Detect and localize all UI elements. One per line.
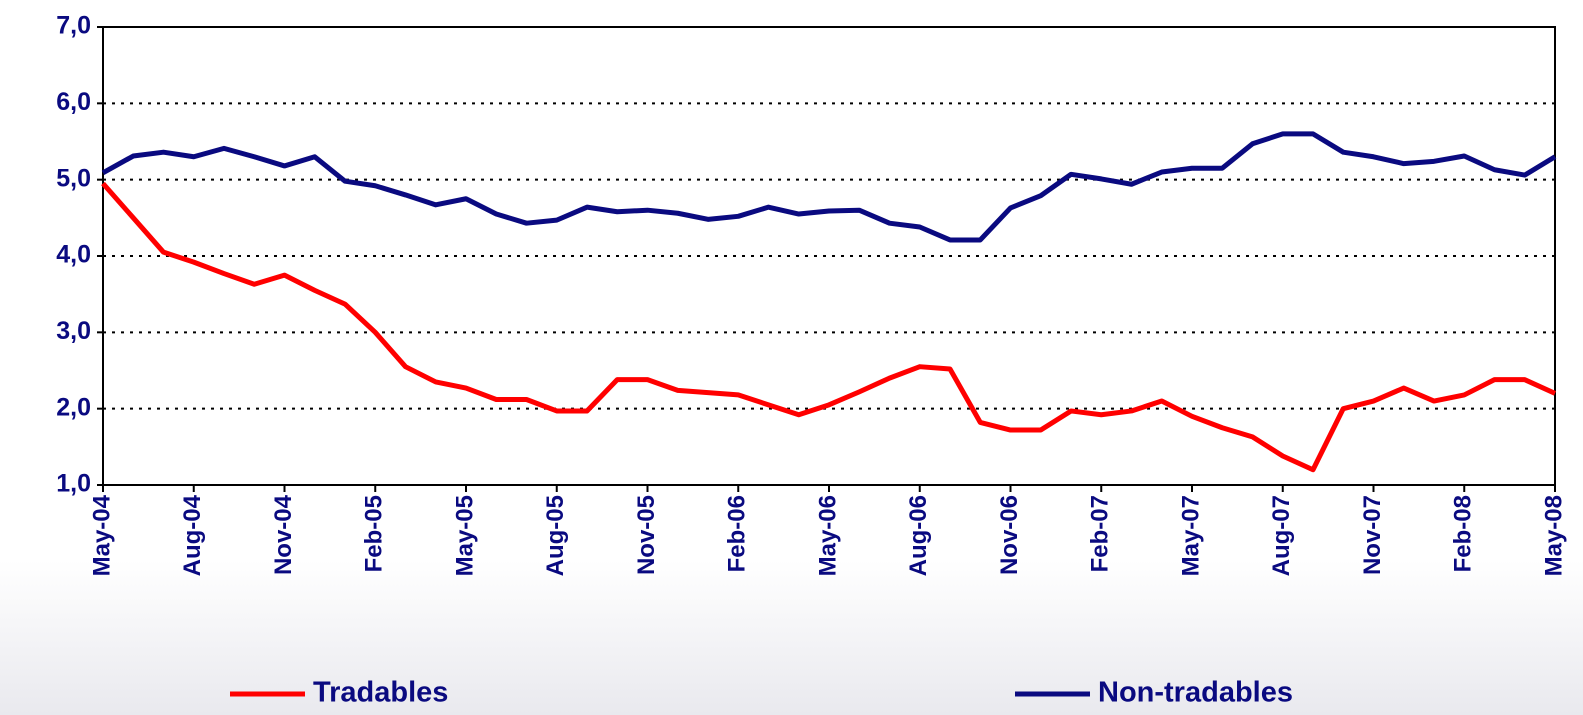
x-tick-label: May-08 — [1540, 495, 1567, 576]
background — [0, 560, 1583, 715]
x-tick-label: Aug-06 — [905, 495, 932, 576]
x-tick-label: May-05 — [451, 495, 478, 576]
x-tick-label: Aug-07 — [1268, 495, 1295, 576]
x-tick-label: May-06 — [814, 495, 841, 576]
y-tick-label: 1,0 — [56, 470, 91, 498]
y-tick-label: 2,0 — [56, 393, 91, 421]
x-tick-label: Aug-04 — [179, 494, 206, 576]
series-line — [101, 131, 1557, 243]
x-tick-label: Nov-05 — [633, 495, 660, 575]
x-tick-label: Nov-04 — [270, 494, 297, 575]
x-tick-label: May-07 — [1177, 495, 1204, 576]
y-tick-label: 6,0 — [56, 88, 91, 116]
x-tick-label: Aug-05 — [542, 495, 569, 576]
x-tick-label: Feb-08 — [1450, 495, 1477, 572]
plot-area — [102, 26, 1556, 486]
y-tick-label: 3,0 — [56, 317, 91, 345]
legend-label: Tradables — [313, 677, 448, 709]
x-tick-label: Feb-05 — [361, 495, 388, 572]
x-tick-label: May-04 — [88, 494, 115, 576]
series-line — [101, 181, 1557, 473]
x-tick-label: Nov-06 — [996, 495, 1023, 575]
x-tick-label: Nov-07 — [1359, 495, 1386, 575]
y-tick-label: 4,0 — [56, 241, 91, 269]
y-tick-label: 7,0 — [56, 12, 91, 40]
x-tick-label: Feb-07 — [1087, 495, 1114, 572]
legend-label: Non-tradables — [1098, 677, 1293, 709]
y-tick-label: 5,0 — [56, 164, 91, 192]
x-tick-label: Feb-06 — [724, 495, 751, 572]
